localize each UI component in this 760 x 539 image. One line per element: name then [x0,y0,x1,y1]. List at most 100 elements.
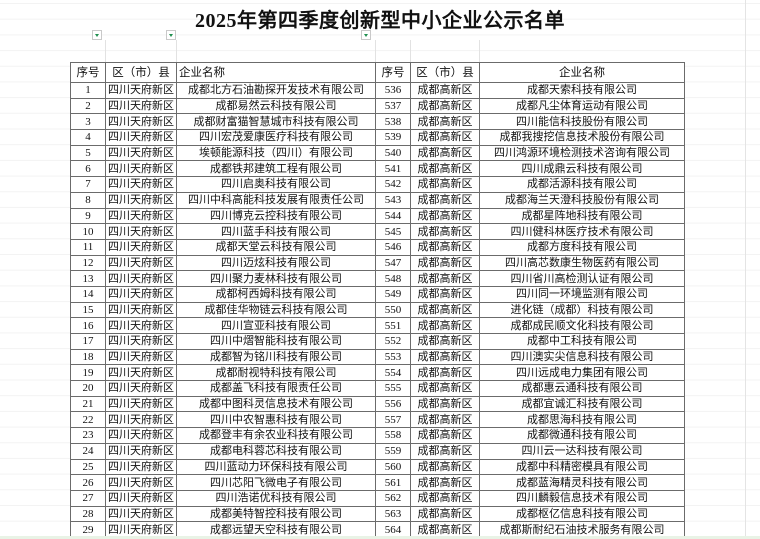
cell-seq[interactable]: 27 [70,489,106,507]
cell-company-2[interactable]: 四川鸿源环境检测技术咨询有限公司 [479,144,685,162]
cell-company[interactable]: 成都佳华物链云科技有限公司 [176,301,376,319]
cell-company[interactable]: 成都耐视特科技有限公司 [176,364,376,382]
cell-district-2[interactable]: 成都高新区 [410,97,480,115]
cell-district-2[interactable]: 成都高新区 [410,207,480,225]
cell-district-2[interactable]: 成都高新区 [410,238,480,256]
cell-company-2[interactable]: 成都枢亿信息科技有限公司 [479,505,685,523]
cell-seq[interactable]: 14 [70,285,106,303]
cell-district[interactable]: 四川天府新区 [105,129,177,146]
cell-seq-2[interactable]: 543 [375,191,411,209]
cell-district[interactable]: 四川天府新区 [105,270,177,287]
cell-seq[interactable]: 26 [70,474,106,491]
cell-seq-2[interactable]: 536 [375,82,411,99]
cell-district-2[interactable]: 成都高新区 [410,364,480,382]
cell-company-2[interactable]: 成都星阵地科技有限公司 [479,207,685,225]
cell-district-2[interactable]: 成都高新区 [410,113,480,131]
cell-company-2[interactable]: 四川成鼎云科技有限公司 [479,160,685,178]
cell-district[interactable]: 四川天府新区 [105,380,177,397]
cell-company-2[interactable]: 四川云一达科技有限公司 [479,442,685,460]
cell-company-2[interactable]: 进化链（成都）科技有限公司 [479,301,685,319]
cell-company-2[interactable]: 四川远成电力集团有限公司 [479,364,685,382]
cell-seq-2[interactable]: 555 [375,380,411,397]
cell-company[interactable]: 四川蓝动力环保科技有限公司 [176,458,376,476]
cell-company-2[interactable]: 四川省川高检测认证有限公司 [479,270,685,287]
filter-dropdown-icon[interactable] [361,30,371,40]
cell-company[interactable]: 四川迈炫科技有限公司 [176,254,376,272]
cell-company[interactable]: 四川宣亚科技有限公司 [176,317,376,334]
cell-company[interactable]: 成都盖飞科技有限责任公司 [176,380,376,397]
cell-seq[interactable]: 25 [70,458,106,476]
cell-company[interactable]: 四川浩诺优科技有限公司 [176,489,376,507]
cell-district[interactable]: 四川天府新区 [105,317,177,334]
cell-company-2[interactable]: 四川同一环境监测有限公司 [479,285,685,303]
cell-company-2[interactable]: 四川健科林医疗技术有限公司 [479,223,685,240]
cell-company-2[interactable]: 成都微通科技有限公司 [479,427,685,444]
filter-dropdown-icon[interactable] [166,30,176,40]
cell-seq-2[interactable]: 559 [375,442,411,460]
cell-district[interactable]: 四川天府新区 [105,348,177,366]
cell-company-2[interactable]: 成都海兰天澄科技股份有限公司 [479,191,685,209]
cell-district-2[interactable]: 成都高新区 [410,176,480,193]
cell-district[interactable]: 四川天府新区 [105,489,177,507]
cell-company-2[interactable]: 四川能信科技股份有限公司 [479,113,685,131]
cell-district-2[interactable]: 成都高新区 [410,380,480,397]
cell-district-2[interactable]: 成都高新区 [410,160,480,178]
cell-seq[interactable]: 18 [70,348,106,366]
cell-district-2[interactable]: 成都高新区 [410,317,480,334]
cell-district[interactable]: 四川天府新区 [105,442,177,460]
cell-district[interactable]: 四川天府新区 [105,521,177,538]
cell-district-2[interactable]: 成都高新区 [410,348,480,366]
cell-district[interactable]: 四川天府新区 [105,474,177,491]
cell-seq[interactable]: 7 [70,176,106,193]
cell-district-2[interactable]: 成都高新区 [410,489,480,507]
cell-district[interactable]: 四川天府新区 [105,207,177,225]
cell-company[interactable]: 成都铁邦建筑工程有限公司 [176,160,376,178]
cell-seq[interactable]: 3 [70,113,106,131]
cell-seq[interactable]: 21 [70,395,106,413]
cell-seq[interactable]: 6 [70,160,106,178]
cell-district[interactable]: 四川天府新区 [105,333,177,350]
cell-district[interactable]: 四川天府新区 [105,191,177,209]
cell-seq-2[interactable]: 544 [375,207,411,225]
cell-seq[interactable]: 11 [70,238,106,256]
cell-district-2[interactable]: 成都高新区 [410,129,480,146]
cell-district-2[interactable]: 成都高新区 [410,333,480,350]
cell-district-2[interactable]: 成都高新区 [410,144,480,162]
cell-district-2[interactable]: 成都高新区 [410,427,480,444]
cell-company-2[interactable]: 成都斯耐纪石油技术服务有限公司 [479,521,685,538]
cell-company[interactable]: 四川博克云控科技有限公司 [176,207,376,225]
header-seq-2[interactable]: 序号 [375,62,411,83]
cell-company[interactable]: 埃顿能源科技（四川）有限公司 [176,144,376,162]
cell-seq[interactable]: 1 [70,82,106,99]
cell-seq-2[interactable]: 547 [375,254,411,272]
cell-company-2[interactable]: 成都活源科技有限公司 [479,176,685,193]
cell-district-2[interactable]: 成都高新区 [410,411,480,429]
cell-seq-2[interactable]: 557 [375,411,411,429]
cell-company[interactable]: 成都北方石油勘探开发技术有限公司 [176,82,376,99]
cell-company-2[interactable]: 成都思海科技有限公司 [479,411,685,429]
cell-company-2[interactable]: 四川高芯数康生物医药有限公司 [479,254,685,272]
cell-district[interactable]: 四川天府新区 [105,97,177,115]
cell-district[interactable]: 四川天府新区 [105,427,177,444]
cell-company-2[interactable]: 成都惠云通科技有限公司 [479,380,685,397]
cell-company[interactable]: 四川中科高能科技发展有限责任公司 [176,191,376,209]
cell-seq[interactable]: 16 [70,317,106,334]
cell-district-2[interactable]: 成都高新区 [410,505,480,523]
cell-seq[interactable]: 13 [70,270,106,287]
cell-district-2[interactable]: 成都高新区 [410,301,480,319]
cell-seq-2[interactable]: 537 [375,97,411,115]
header-district-2[interactable]: 区（市）县 [410,62,480,83]
cell-company[interactable]: 成都中图科灵信息技术有限公司 [176,395,376,413]
cell-company[interactable]: 四川聚力麦林科技有限公司 [176,270,376,287]
cell-seq[interactable]: 4 [70,129,106,146]
cell-seq[interactable]: 20 [70,380,106,397]
cell-district-2[interactable]: 成都高新区 [410,474,480,491]
cell-company[interactable]: 四川中农智惠科技有限公司 [176,411,376,429]
cell-seq-2[interactable]: 542 [375,176,411,193]
cell-company[interactable]: 四川启奥科技有限公司 [176,176,376,193]
cell-district[interactable]: 四川天府新区 [105,176,177,193]
cell-seq-2[interactable]: 561 [375,474,411,491]
cell-district[interactable]: 四川天府新区 [105,395,177,413]
cell-district[interactable]: 四川天府新区 [105,160,177,178]
cell-seq[interactable]: 8 [70,191,106,209]
